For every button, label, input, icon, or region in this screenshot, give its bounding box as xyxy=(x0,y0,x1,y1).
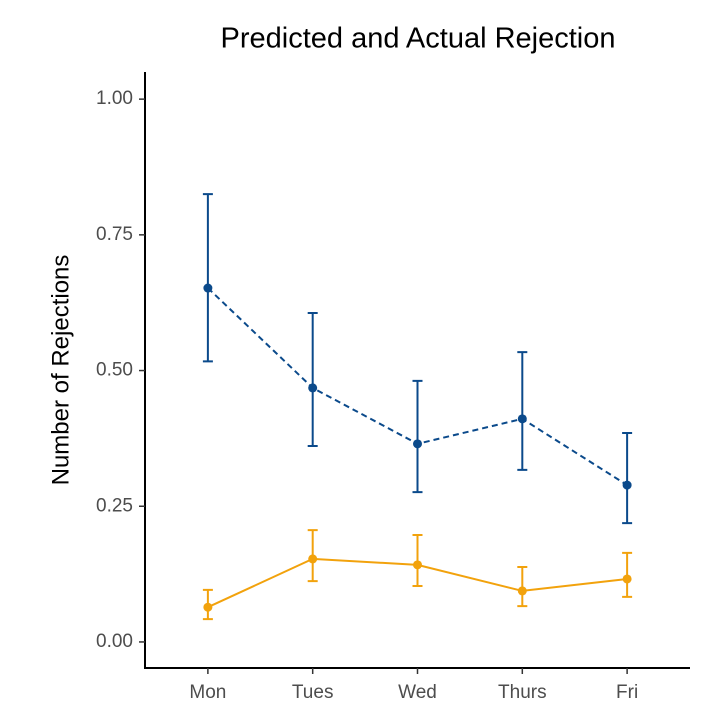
y-axis-label: Number of Rejections xyxy=(47,255,74,486)
x-tick-label: Mon xyxy=(189,682,226,703)
point xyxy=(622,480,632,490)
y-tick-label: 0.75 xyxy=(96,224,133,245)
point xyxy=(413,560,422,570)
point xyxy=(203,283,213,293)
point xyxy=(413,439,422,449)
error-bar xyxy=(517,351,528,471)
point xyxy=(622,574,632,584)
point xyxy=(517,414,527,424)
y-tick-label: 1.00 xyxy=(96,88,133,109)
point xyxy=(203,602,213,612)
x-tick-label: Tues xyxy=(292,682,334,703)
x-tick-label: Fri xyxy=(616,682,638,703)
error-bar xyxy=(307,312,318,447)
chart-title: Predicted and Actual Rejection xyxy=(221,23,616,55)
point xyxy=(308,554,318,564)
error-bar xyxy=(622,431,633,525)
y-tick-label: 0.50 xyxy=(96,360,133,381)
error-bar xyxy=(202,193,213,363)
y-tick-label: 0.25 xyxy=(96,495,133,516)
error-bar xyxy=(412,379,423,494)
x-tick-label: Wed xyxy=(398,682,437,703)
point xyxy=(308,383,318,393)
y-tick-label: 0.00 xyxy=(96,631,133,652)
x-tick-label: Thurs xyxy=(498,682,547,703)
point xyxy=(517,586,527,596)
